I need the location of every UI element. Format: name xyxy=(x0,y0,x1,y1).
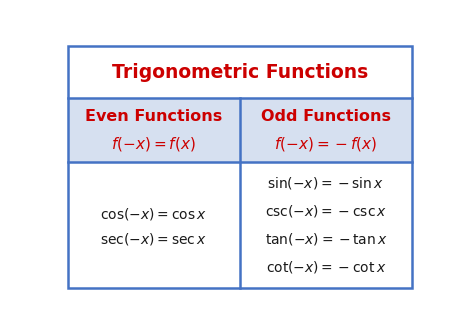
Text: Trigonometric Functions: Trigonometric Functions xyxy=(112,63,368,82)
Text: $\mathrm{cot}(-x) = -\mathrm{cot}\, x$: $\mathrm{cot}(-x) = -\mathrm{cot}\, x$ xyxy=(266,259,386,275)
Text: $f(-x) = f(x)$: $f(-x) = f(x)$ xyxy=(111,135,196,153)
Text: Even Functions: Even Functions xyxy=(85,109,222,124)
Text: $f(-x) = -f(x)$: $f(-x) = -f(x)$ xyxy=(274,135,378,153)
Text: $\mathrm{tan}(-x) = -\mathrm{tan}\, x$: $\mathrm{tan}(-x) = -\mathrm{tan}\, x$ xyxy=(264,231,388,247)
Text: $\mathrm{cos}(-x) = \mathrm{cos}\, x$: $\mathrm{cos}(-x) = \mathrm{cos}\, x$ xyxy=(100,206,207,222)
Bar xyxy=(67,46,412,98)
Text: Odd Functions: Odd Functions xyxy=(261,109,391,124)
Bar xyxy=(67,98,412,162)
Bar xyxy=(67,162,412,288)
Text: $\mathrm{csc}(-x) = -\mathrm{csc}\, x$: $\mathrm{csc}(-x) = -\mathrm{csc}\, x$ xyxy=(265,203,387,219)
Text: $\mathrm{sec}(-x) = \mathrm{sec}\, x$: $\mathrm{sec}(-x) = \mathrm{sec}\, x$ xyxy=(100,231,207,247)
Text: $\mathrm{sin}(-x) = -\mathrm{sin}\, x$: $\mathrm{sin}(-x) = -\mathrm{sin}\, x$ xyxy=(267,175,385,191)
